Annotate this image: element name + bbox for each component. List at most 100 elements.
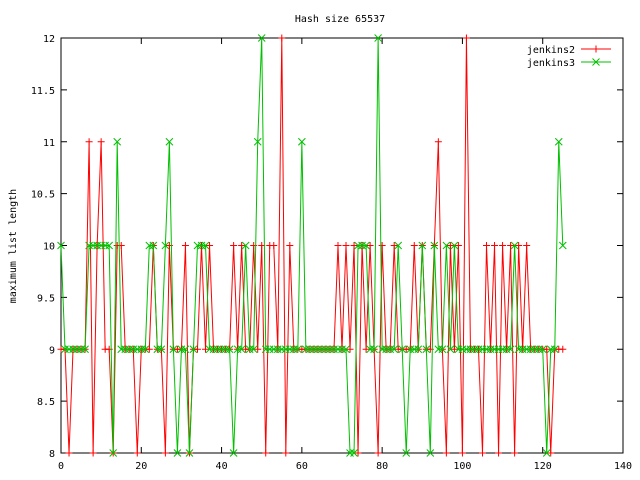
data-point [554,137,563,146]
data-point [298,137,306,146]
data-point [491,242,499,249]
data-point [342,242,350,249]
data-point [450,241,459,250]
data-point [378,242,386,249]
data-point [374,34,382,42]
data-point [495,449,503,457]
y-tick-label: 11.5 [31,86,55,97]
series-jenkins2 [57,34,567,457]
x-tick-label: 0 [58,461,64,472]
data-point [230,242,238,249]
y-axis-ticks: 8 8.5 9 9.5 10 10.5 11 11.5 12 [31,34,623,460]
plot-frame [60,37,624,454]
data-point [165,137,174,146]
series-jenkins3 [57,34,567,457]
data-point [225,345,234,354]
data-point [105,241,114,250]
data-point [450,345,458,353]
data-point [249,345,258,354]
data-point [169,345,178,354]
data-point [241,241,250,250]
legend-label-jenkins3: jenkins3 [527,58,575,69]
data-point [85,138,93,146]
x-tick-label: 140 [614,461,632,472]
data-point [161,449,169,457]
data-point [282,449,290,457]
data-point [149,241,158,250]
data-point [157,345,166,354]
data-point [442,241,451,250]
data-point [506,345,515,354]
y-tick-label: 8.5 [37,397,55,408]
data-point [366,242,374,249]
data-point [550,345,559,354]
data-point [133,449,141,457]
y-tick-label: 9 [49,345,55,356]
data-point [253,137,262,146]
legend: jenkins2 jenkins3 [527,45,611,69]
data-point [286,242,294,249]
data-point [374,449,382,457]
data-point [458,449,466,457]
data-point [237,345,246,354]
data-point [438,345,447,354]
data-point [547,449,555,457]
legend-marker-jenkins2 [592,45,600,53]
y-tick-label: 11 [43,138,55,149]
data-point [462,34,470,42]
data-point [510,241,519,250]
y-tick-label: 12 [43,34,55,45]
data-point [442,449,450,457]
data-point [414,345,423,354]
data-point [181,242,189,249]
legend-marker-jenkins3 [592,58,600,66]
data-point [542,449,551,457]
data-point [430,241,439,250]
data-point [346,345,354,353]
data-point [293,345,302,354]
data-point [507,242,515,249]
data-point [229,449,238,457]
data-point [354,449,362,457]
y-tick-label: 10 [43,242,55,253]
data-point [434,138,442,146]
data-point [454,242,462,249]
data-point [278,34,286,42]
data-point [410,242,418,249]
data-point [206,242,214,249]
data-point [479,449,486,457]
data-point [559,345,567,353]
x-axis-ticks: 0 20 40 60 80 100 120 140 [58,38,632,472]
data-point [97,138,105,146]
data-point [538,345,547,354]
chart-title: Hash size 65537 [295,14,385,25]
data-point [446,242,454,249]
data-point [193,345,201,353]
data-point [370,345,378,354]
x-tick-label: 120 [534,461,552,472]
legend-label-jenkins2: jenkins2 [527,45,575,56]
data-point [543,345,551,353]
data-point [350,242,358,249]
data-point [390,345,399,354]
data-point [145,345,153,353]
data-point [422,345,431,354]
y-tick-label: 10.5 [31,190,55,201]
data-point [515,242,523,249]
y-tick-label: 9.5 [37,293,55,304]
data-point [499,242,507,249]
data-point [446,345,455,354]
data-point [426,449,435,457]
data-point [511,449,519,457]
x-tick-label: 80 [376,461,388,472]
data-point [65,449,73,457]
data-point [257,34,266,42]
data-point [342,345,350,354]
data-point [201,241,210,250]
y-axis-label: maximum list length [8,189,19,303]
data-point [57,241,65,250]
data-point [189,345,198,354]
data-point [109,449,118,457]
data-point [202,345,210,353]
